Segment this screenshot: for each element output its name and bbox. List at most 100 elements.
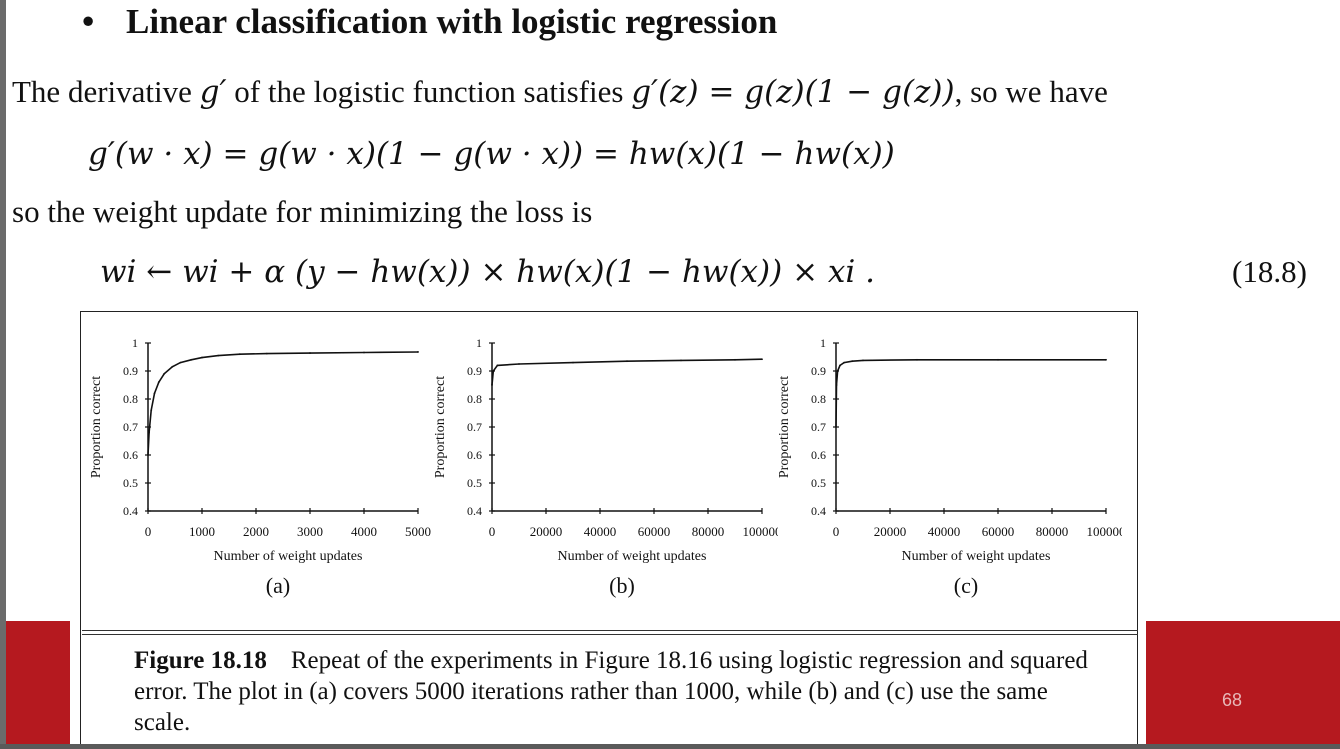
y-tick-label: 0.4 xyxy=(467,504,482,518)
y-tick-label: 0.9 xyxy=(811,364,826,378)
data-point xyxy=(147,454,149,456)
para1-suffix: , so we have xyxy=(954,74,1108,109)
slide-title: • Linear classification with logistic reg… xyxy=(82,2,777,42)
y-tick-label: 0.9 xyxy=(467,364,482,378)
data-point xyxy=(626,360,628,363)
data-point xyxy=(153,392,156,395)
equation-number: (18.8) xyxy=(1232,254,1307,289)
data-point xyxy=(761,358,763,361)
caption-label: Figure 18.18 xyxy=(134,647,267,674)
y-axis-label: Proportion correct xyxy=(777,376,792,478)
caption-rule-top xyxy=(82,630,1138,631)
data-point xyxy=(916,358,918,361)
data-point xyxy=(839,364,841,367)
data-point xyxy=(997,358,999,361)
data-point xyxy=(171,365,174,368)
data-point xyxy=(265,352,268,355)
series-line-0 xyxy=(835,358,1106,428)
x-tick-label: 80000 xyxy=(692,524,725,539)
x-tick-label: 40000 xyxy=(584,524,617,539)
x-tick-label: 40000 xyxy=(928,524,961,539)
slide-accent-band-left xyxy=(6,621,70,744)
x-tick-label: 0 xyxy=(489,524,496,539)
data-point xyxy=(572,361,574,364)
x-tick-label: 60000 xyxy=(638,524,671,539)
data-point xyxy=(496,364,499,367)
paragraph-derivative: The derivative g′ of the logistic functi… xyxy=(12,74,1108,110)
window-bottom-border xyxy=(0,744,1340,749)
paragraph-weight-update: so the weight update for minimizing the … xyxy=(12,194,593,229)
figure-caption: Figure 18.18 Repeat of the experiments in… xyxy=(134,645,1104,738)
para1-prefix: The derivative xyxy=(12,74,200,109)
y-tick-label: 0.8 xyxy=(467,392,482,406)
series-line-0 xyxy=(147,351,419,456)
panel-label: (c) xyxy=(954,573,978,598)
data-point xyxy=(309,352,311,354)
y-tick-label: 0.8 xyxy=(123,392,138,406)
data-point xyxy=(835,384,838,386)
data-point xyxy=(217,354,220,357)
y-tick-label: 1 xyxy=(132,336,138,350)
panel-label: (b) xyxy=(609,573,635,598)
data-point xyxy=(518,363,520,365)
data-point xyxy=(179,361,182,364)
data-point xyxy=(417,351,419,353)
chart-b: 0.4 0.5 0.6 0.7 0.8 0.9 1 0 20000 40000 60000 80000… xyxy=(433,336,779,598)
chart-c: 0.4 0.5 0.6 0.7 0.8 0.9 1 0 20000 40000 60000 80000… xyxy=(777,336,1123,598)
data-point xyxy=(492,370,495,372)
y-tick-label: 0.4 xyxy=(811,504,826,518)
y-axis-label: Proportion correct xyxy=(89,376,104,478)
slide-title-text: Linear classification with logistic regr… xyxy=(126,2,778,41)
data-point xyxy=(680,359,682,362)
window-left-border xyxy=(0,0,6,749)
x-tick-label: 0 xyxy=(145,524,152,539)
y-tick-label: 0.7 xyxy=(123,420,138,434)
panel-label: (a) xyxy=(266,573,290,598)
slide-accent-band-right xyxy=(1146,621,1340,744)
para1-equation: g′(z) = g(z)(1 − g(z)) xyxy=(631,74,955,110)
y-tick-label: 0.6 xyxy=(811,448,826,462)
data-point xyxy=(835,426,837,428)
x-tick-label: 60000 xyxy=(982,524,1015,539)
x-tick-label: 100000 xyxy=(1087,524,1123,539)
x-tick-label: 3000 xyxy=(297,524,323,539)
y-tick-label: 0.6 xyxy=(467,448,482,462)
data-point xyxy=(157,381,160,384)
data-point xyxy=(150,409,153,412)
data-point xyxy=(491,384,493,386)
data-point xyxy=(851,360,854,363)
y-tick-label: 0.9 xyxy=(123,364,138,378)
x-tick-label: 5000 xyxy=(405,524,431,539)
x-tick-label: 4000 xyxy=(351,524,377,539)
x-axis-label: Number of weight updates xyxy=(214,549,363,564)
x-tick-label: 20000 xyxy=(874,524,907,539)
data-point xyxy=(163,372,166,375)
data-point xyxy=(734,358,736,361)
data-point xyxy=(862,359,864,362)
equation-derivative: g′(w · x) = g(w · x)(1 − g(w · x)) = hw(… xyxy=(88,136,895,172)
page-number: 68 xyxy=(1222,690,1243,710)
figure-frame xyxy=(80,311,1138,747)
series-line-0 xyxy=(491,358,763,386)
y-tick-label: 0.8 xyxy=(811,392,826,406)
para1-gprime: g′ xyxy=(199,74,227,110)
x-tick-label: 100000 xyxy=(743,524,779,539)
y-axis-label: Proportion correct xyxy=(433,376,448,478)
y-tick-label: 0.7 xyxy=(811,420,826,434)
bullet-icon: • xyxy=(82,2,95,41)
y-tick-label: 1 xyxy=(476,336,482,350)
caption-text: Repeat of the experiments in Figure 18.1… xyxy=(134,647,1088,736)
para1-mid: of the logistic function satisfies xyxy=(226,74,632,109)
data-point xyxy=(843,361,845,364)
y-tick-label: 0.5 xyxy=(123,476,138,490)
y-tick-label: 0.5 xyxy=(811,476,826,490)
data-point xyxy=(836,370,839,372)
chart-a: 0.4 0.5 0.6 0.7 0.8 0.9 1 0 1000 2000 3000 4000 5000… xyxy=(89,336,431,598)
y-tick-label: 0.6 xyxy=(123,448,138,462)
data-point xyxy=(190,358,193,361)
x-axis-label: Number of weight updates xyxy=(902,549,1051,564)
y-tick-label: 0.4 xyxy=(123,504,138,518)
data-point xyxy=(201,356,203,359)
x-tick-label: 20000 xyxy=(530,524,563,539)
x-tick-label: 80000 xyxy=(1036,524,1069,539)
